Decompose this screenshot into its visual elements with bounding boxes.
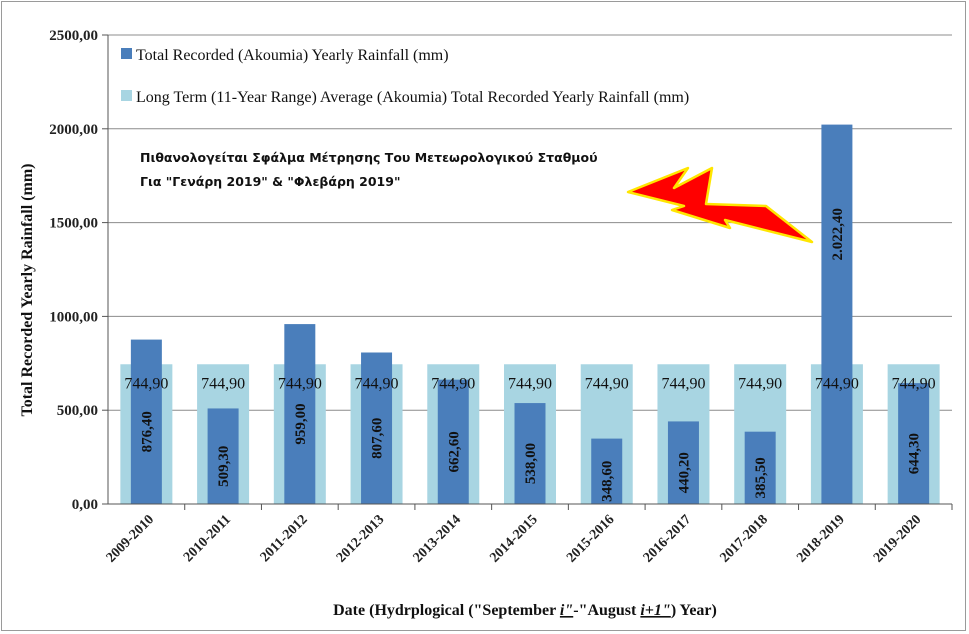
legend-swatch-total: [121, 48, 132, 59]
x-axis-label-part: -"August: [573, 602, 640, 619]
average-data-label: 744,90: [355, 375, 399, 392]
legend-entry-average: Long Term (11-Year Range) Average (Akoum…: [136, 89, 689, 106]
x-tick-label: 2017-2018: [718, 512, 772, 566]
average-data-label: 744,90: [815, 375, 859, 392]
y-tick-label: 2000,00: [49, 122, 98, 138]
x-tick-label: 2019-2020: [871, 512, 925, 566]
x-axis-label-part: Date (Hydrplogical ("September: [333, 602, 560, 619]
y-axis-label: Total Recorded Yearly Rainfall (mm): [19, 164, 36, 417]
x-axis-label-part: ) Year): [671, 602, 717, 619]
average-data-label: 744,90: [278, 375, 322, 392]
total-bar: [130, 339, 162, 504]
x-tick-label: 2018-2019: [794, 512, 848, 566]
total-bars: [130, 124, 930, 504]
average-data-label: 744,90: [661, 375, 705, 392]
total-data-label: 385,50: [753, 457, 769, 498]
total-data-label: 876,40: [139, 411, 155, 452]
total-bar: [207, 408, 239, 504]
x-axis-label: Date (Hydrplogical ("September i"-"Augus…: [333, 602, 717, 619]
x-tick-label: 2016-2017: [641, 512, 695, 566]
total-bar: [744, 431, 776, 504]
annotation-line-1: Πιθανολογείται Σφάλμα Μέτρησης Του Μετεω…: [140, 150, 598, 165]
x-tick-label: 2009-2010: [104, 512, 158, 566]
y-tick-label: 1500,00: [49, 216, 98, 232]
lightning-bolt-icon: [626, 166, 814, 244]
x-tick-label: 2010-2011: [181, 512, 234, 565]
y-tick-label: 1000,00: [49, 309, 98, 325]
average-data-label: 744,90: [431, 375, 475, 392]
average-data-label: 744,90: [201, 375, 245, 392]
data-labels: 744,90 876,40 744,90 509,30 744,90 959,00 744,…: [124, 208, 935, 502]
x-axis-label-part: i+1": [640, 602, 670, 619]
average-data-label: 744,90: [585, 375, 629, 392]
total-bar: [284, 324, 316, 504]
total-bar: [361, 352, 393, 504]
total-bar: [514, 403, 546, 504]
total-bar: [437, 379, 469, 504]
annotation-line-2: Για "Γενάρη 2019" & "Φλεβάρη 2019": [140, 174, 400, 189]
total-bar: [898, 383, 930, 504]
x-tick-label: 2015-2016: [564, 512, 618, 566]
y-tick-label: 2500,00: [49, 28, 98, 44]
legend-entry-total: Total Recorded (Akoumia) Yearly Rainfall…: [136, 47, 449, 64]
total-data-label: 644,30: [907, 433, 923, 474]
annotation: Πιθανολογείται Σφάλμα Μέτρησης Του Μετεω…: [140, 150, 814, 244]
average-data-label: 744,90: [508, 375, 552, 392]
total-bar: [667, 421, 699, 504]
legend: Total Recorded (Akoumia) Yearly Rainfall…: [121, 47, 689, 106]
x-tick-label: 2014-2015: [487, 512, 541, 566]
legend-swatch-average: [121, 90, 132, 101]
total-data-label: 509,30: [216, 446, 232, 487]
x-tick-label: 2011-2012: [258, 512, 311, 565]
total-data-label: 959,00: [293, 403, 309, 444]
total-data-label: 440,20: [676, 452, 692, 493]
y-tick-label: 500,00: [57, 403, 98, 419]
total-bar: [821, 124, 853, 504]
average-data-label: 744,90: [738, 375, 782, 392]
average-data-label: 744,90: [892, 375, 936, 392]
total-data-label: 2.022,40: [830, 208, 846, 261]
x-tick-label: 2013-2014: [411, 512, 465, 566]
total-data-label: 538,00: [523, 443, 539, 484]
total-bar: [591, 438, 623, 504]
average-data-label: 744,90: [124, 375, 168, 392]
total-data-label: 348,60: [600, 461, 616, 502]
x-tick-label: 2012-2013: [334, 512, 388, 566]
x-axis-label-part: i": [560, 602, 573, 619]
y-tick-label: 0,00: [72, 497, 98, 513]
total-data-label: 807,60: [370, 418, 386, 459]
total-data-label: 662,60: [446, 431, 462, 472]
